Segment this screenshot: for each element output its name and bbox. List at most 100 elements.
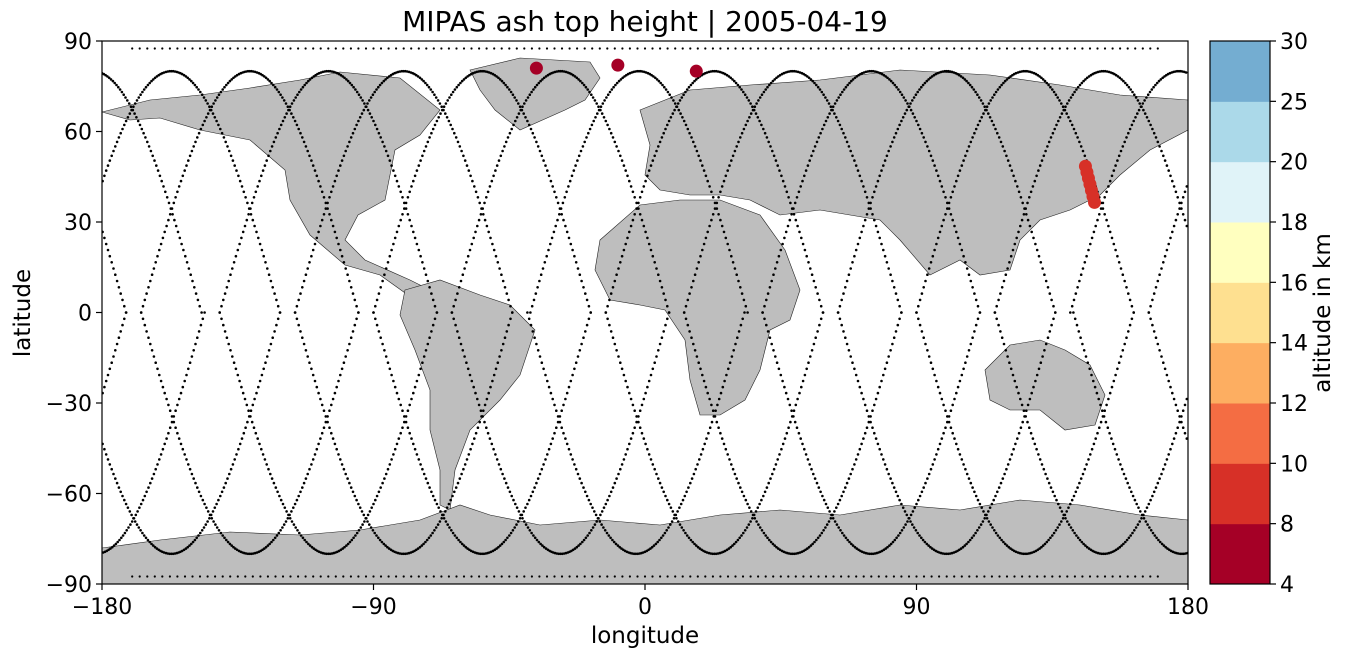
track-point <box>682 529 685 532</box>
track-point <box>945 575 948 578</box>
track-point <box>582 286 585 289</box>
track-point <box>281 575 285 578</box>
track-point <box>944 213 947 216</box>
track-point <box>364 575 368 578</box>
track-point <box>1088 47 1092 50</box>
track-point <box>563 196 567 199</box>
track-point <box>929 467 933 471</box>
track-point <box>690 336 693 340</box>
track-point <box>1005 467 1008 471</box>
track-point <box>425 47 428 50</box>
track-point <box>103 385 106 389</box>
track-point <box>647 242 651 246</box>
track-point <box>124 119 128 123</box>
track-point <box>271 286 275 289</box>
track-point <box>997 136 1001 139</box>
track-point <box>710 420 714 424</box>
track-point <box>310 367 313 371</box>
track-point <box>1138 102 1141 105</box>
track-point <box>296 93 299 96</box>
track-point <box>740 490 744 494</box>
track-point <box>299 292 302 295</box>
track-point <box>1051 88 1054 91</box>
track-point <box>690 477 694 480</box>
track-point <box>416 75 420 78</box>
track-point <box>403 415 406 418</box>
track-point <box>355 90 359 94</box>
track-point <box>629 437 633 440</box>
track-point <box>514 502 517 506</box>
track-point <box>898 123 901 127</box>
track-point <box>170 415 174 418</box>
track-point <box>1017 431 1021 435</box>
track-point <box>470 379 474 383</box>
track-point <box>624 242 627 246</box>
track-point <box>177 437 181 440</box>
track-point <box>597 105 600 108</box>
track-point <box>546 379 549 383</box>
track-point <box>651 463 655 466</box>
track-point <box>153 545 157 549</box>
track-point <box>821 127 824 131</box>
track-point <box>1111 575 1114 578</box>
track-point <box>117 336 121 340</box>
track-point <box>740 292 744 295</box>
track-point <box>526 119 529 123</box>
track-point <box>335 236 339 240</box>
colorbar-segment <box>1210 523 1270 585</box>
track-point <box>1151 494 1154 498</box>
track-point <box>344 149 348 153</box>
track-point <box>254 431 258 435</box>
track-point <box>154 261 157 264</box>
track-point <box>1043 349 1046 352</box>
track-point <box>265 463 269 466</box>
x-tick-label: 0 <box>638 595 652 620</box>
track-point <box>1096 431 1099 435</box>
track-point <box>1180 420 1183 424</box>
track-point <box>313 453 317 456</box>
track-point <box>944 196 947 199</box>
track-point <box>250 420 254 424</box>
track-point <box>602 116 606 119</box>
track-point <box>447 502 451 506</box>
track-point <box>687 486 690 489</box>
track-point <box>1088 575 1092 578</box>
track-point <box>312 575 315 578</box>
track-point <box>585 494 589 498</box>
track-point <box>457 538 460 542</box>
track-point <box>387 575 390 578</box>
track-point <box>121 323 124 327</box>
track-point <box>974 323 978 327</box>
track-point <box>960 373 964 377</box>
track-point <box>1047 83 1050 87</box>
track-point <box>980 506 983 510</box>
track-point <box>132 517 135 520</box>
track-point <box>279 529 282 532</box>
track-point <box>728 458 731 461</box>
track-point <box>615 349 618 352</box>
track-point <box>774 267 777 270</box>
track-point <box>379 575 383 578</box>
track-point <box>1129 88 1132 91</box>
track-point <box>676 510 679 513</box>
track-point <box>467 453 471 456</box>
track-point <box>807 361 810 365</box>
track-point <box>835 506 838 510</box>
track-point <box>667 526 670 529</box>
track-point <box>1160 149 1163 153</box>
track-point <box>608 90 612 94</box>
track-point <box>320 403 324 407</box>
track-point <box>529 127 533 131</box>
track-point <box>781 379 784 383</box>
track-point <box>930 47 933 50</box>
track-point <box>386 545 389 549</box>
track-point <box>837 526 840 529</box>
track-point <box>610 88 614 91</box>
track-point <box>710 403 713 407</box>
track-point <box>1019 224 1022 228</box>
track-point <box>747 523 751 526</box>
track-point <box>508 575 511 578</box>
track-point <box>938 47 941 50</box>
track-point <box>589 502 592 506</box>
